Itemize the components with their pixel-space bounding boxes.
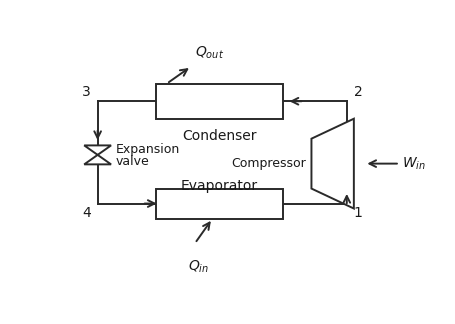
Text: Condenser: Condenser <box>182 129 256 143</box>
Text: 3: 3 <box>81 85 91 99</box>
Text: 1: 1 <box>353 206 362 220</box>
Polygon shape <box>84 145 111 155</box>
Text: $Q_{in}$: $Q_{in}$ <box>187 259 208 275</box>
Text: $Q_{out}$: $Q_{out}$ <box>194 45 223 61</box>
Text: 4: 4 <box>81 206 91 220</box>
Text: $W_{in}$: $W_{in}$ <box>401 156 425 172</box>
Polygon shape <box>84 155 111 164</box>
Text: valve: valve <box>115 155 149 168</box>
Polygon shape <box>311 119 353 209</box>
Text: Compressor: Compressor <box>231 157 306 170</box>
Bar <box>156 189 283 218</box>
Text: Expansion: Expansion <box>115 144 179 156</box>
Text: Evaporator: Evaporator <box>181 179 258 192</box>
Text: 2: 2 <box>353 85 362 99</box>
Bar <box>156 84 283 119</box>
